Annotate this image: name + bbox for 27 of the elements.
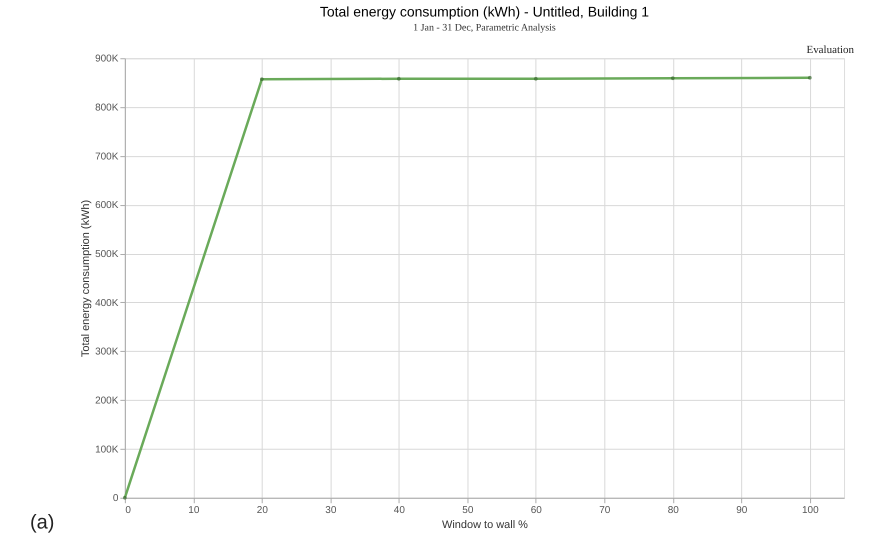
y-tick-label: 200K (95, 396, 119, 407)
x-tick-label: 10 (188, 505, 200, 516)
y-tick-label: 700K (95, 151, 119, 162)
x-tick-label: 100 (802, 505, 820, 516)
chart-title: Total energy consumption (kWh) - Untitled, Building 1 (320, 3, 650, 20)
y-tick-label: 400K (95, 298, 119, 309)
x-tick-label: 20 (256, 505, 268, 516)
chart-subtitle: 1 Jan - 31 Dec, Parametric Analysis (413, 22, 556, 34)
y-tick-label: 100K (95, 444, 119, 456)
y-tick-label: 500K (95, 249, 119, 260)
y-tick-label: 800K (95, 102, 119, 114)
y-tick-label: 900K (95, 54, 119, 65)
x-tick-label: 50 (462, 505, 474, 516)
text: (a) (30, 512, 54, 534)
y-tick-label: 300K (95, 346, 119, 358)
x-tick-label: 80 (668, 505, 680, 516)
x-tick-label: 40 (394, 505, 406, 516)
x-tick-label: 70 (599, 505, 611, 516)
x-tick-label: 0 (125, 505, 132, 516)
text: Evaluation (806, 44, 855, 56)
y-tick-label: 0 (112, 493, 119, 504)
y-tick-label: 600K (95, 200, 119, 212)
y-axis-title: Total energy consumption (kWh) (80, 200, 92, 358)
x-tick-label: 60 (530, 505, 542, 516)
x-axis-title: Window to wall % (442, 519, 528, 532)
x-tick-label: 90 (736, 505, 748, 516)
x-tick-label: 30 (325, 505, 337, 516)
